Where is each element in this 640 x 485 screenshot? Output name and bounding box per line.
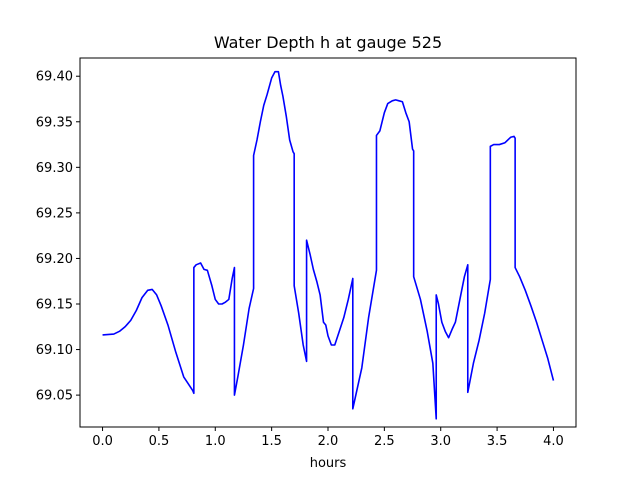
- y-tick-label: 69.40: [36, 70, 73, 85]
- y-tick-label: 69.05: [36, 389, 73, 404]
- axis-ticks: 0.0 0.5 1.0 1.5 2.0 2.5 3.0 3.5 4.0 69.05 69.10 69.…: [36, 70, 564, 449]
- series-line: [102, 70, 555, 420]
- x-axis-label: hours: [310, 456, 347, 471]
- x-tick-label: 2.0: [318, 434, 339, 449]
- y-tick-label: 69.30: [36, 161, 73, 176]
- x-tick-label: 1.0: [205, 434, 226, 449]
- y-tick-label: 69.10: [36, 343, 73, 358]
- y-tick-label: 69.15: [36, 298, 73, 313]
- x-tick-label: 0.5: [149, 434, 170, 449]
- y-tick-label: 69.20: [36, 252, 73, 267]
- chart-title: Water Depth h at gauge 525: [214, 33, 442, 52]
- x-tick-label: 1.5: [261, 434, 282, 449]
- y-tick-label: 69.25: [36, 206, 73, 221]
- x-tick-label: 3.0: [430, 434, 451, 449]
- x-tick-label: 3.5: [487, 434, 508, 449]
- x-tick-label: 0.0: [92, 434, 113, 449]
- x-tick-label: 2.5: [374, 434, 395, 449]
- plot-frame: [79, 57, 577, 428]
- y-tick-label: 69.35: [36, 115, 73, 130]
- x-tick-label: 4.0: [543, 434, 564, 449]
- plot-area: [80, 58, 576, 427]
